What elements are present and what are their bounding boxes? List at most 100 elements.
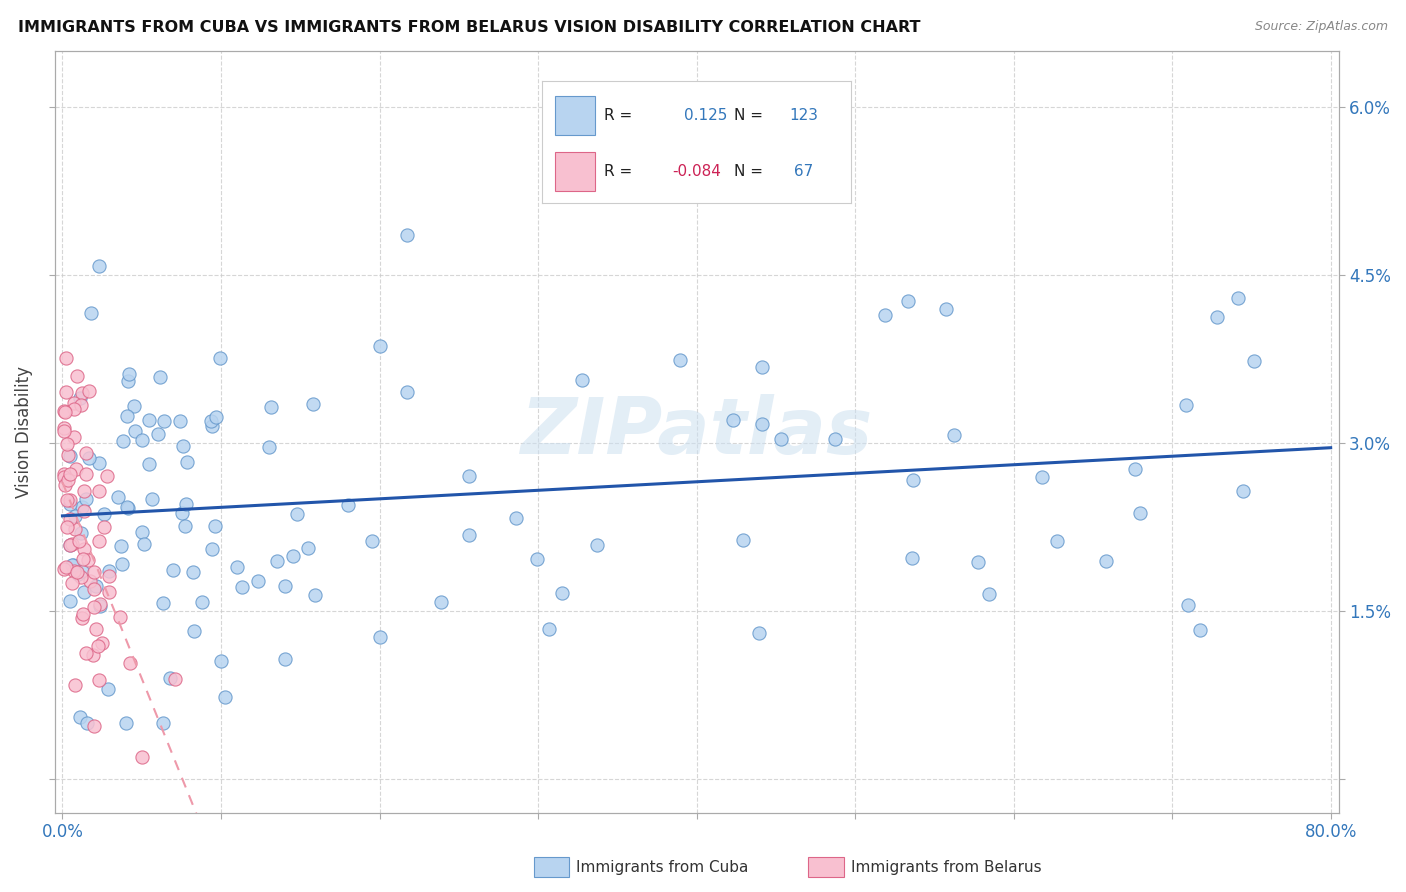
Point xyxy=(131,525,153,540)
Point xyxy=(1206,310,1229,324)
Point xyxy=(336,498,359,512)
Point xyxy=(122,400,145,414)
Point xyxy=(60,558,83,573)
Point xyxy=(173,519,195,533)
Point xyxy=(274,579,297,593)
Point xyxy=(65,462,87,476)
Point xyxy=(55,492,77,507)
Point xyxy=(111,557,134,571)
Point xyxy=(873,308,896,322)
Point xyxy=(107,490,129,504)
Point xyxy=(1227,292,1250,306)
Point xyxy=(56,520,79,534)
Point xyxy=(120,656,142,670)
Y-axis label: Vision Disability: Vision Disability xyxy=(15,366,32,498)
Point xyxy=(901,474,924,488)
Point xyxy=(138,413,160,427)
Point xyxy=(169,414,191,428)
Point xyxy=(96,469,118,483)
Point xyxy=(84,579,107,593)
Point xyxy=(183,566,205,580)
Point xyxy=(89,483,111,498)
Point xyxy=(53,561,76,575)
Point xyxy=(75,491,97,506)
Text: IMMIGRANTS FROM CUBA VS IMMIGRANTS FROM BELARUS VISION DISABILITY CORRELATION CH: IMMIGRANTS FROM CUBA VS IMMIGRANTS FROM … xyxy=(18,20,921,35)
Point xyxy=(225,560,247,574)
Point xyxy=(79,574,101,588)
Point xyxy=(260,400,283,414)
Point xyxy=(152,716,174,731)
Point xyxy=(70,564,93,578)
Point xyxy=(80,306,103,320)
Point xyxy=(110,539,132,553)
Point xyxy=(69,570,91,584)
Point xyxy=(149,369,172,384)
Point xyxy=(201,542,224,557)
Point xyxy=(69,391,91,405)
Point xyxy=(458,528,481,542)
Point xyxy=(83,599,105,614)
Point xyxy=(1232,483,1254,498)
Point xyxy=(247,574,270,588)
Point xyxy=(53,424,76,438)
Point xyxy=(943,427,966,442)
Point xyxy=(281,549,304,563)
Point xyxy=(87,639,110,653)
Point xyxy=(55,385,77,400)
Point xyxy=(117,501,139,516)
Point xyxy=(458,468,481,483)
Point xyxy=(395,384,418,399)
Point xyxy=(551,586,574,600)
Point xyxy=(63,395,86,409)
Point xyxy=(1188,623,1211,637)
Point xyxy=(69,710,91,724)
Point xyxy=(979,587,1001,601)
Point xyxy=(67,533,90,548)
Point xyxy=(96,681,118,696)
Point xyxy=(118,368,141,382)
Point xyxy=(59,593,82,607)
Point xyxy=(131,433,153,447)
Point xyxy=(176,497,198,511)
Point xyxy=(53,467,76,482)
Point xyxy=(138,457,160,471)
Point xyxy=(395,227,418,242)
Point xyxy=(63,678,86,692)
Point xyxy=(55,351,77,365)
Point xyxy=(76,553,98,567)
Point xyxy=(1123,462,1146,476)
Point xyxy=(721,413,744,427)
Point xyxy=(87,259,110,273)
Point xyxy=(76,716,98,731)
Point xyxy=(824,432,846,446)
Text: Immigrants from Cuba: Immigrants from Cuba xyxy=(576,860,749,874)
Point xyxy=(89,597,111,611)
Point xyxy=(63,522,86,536)
Point xyxy=(1031,470,1053,484)
Point xyxy=(571,374,593,388)
Point xyxy=(98,585,121,599)
Point xyxy=(77,384,100,398)
Point xyxy=(63,429,86,443)
Point xyxy=(55,560,77,574)
Point xyxy=(66,565,89,579)
Point xyxy=(59,512,82,526)
Point xyxy=(117,409,139,423)
Point xyxy=(65,509,87,524)
Point xyxy=(505,511,527,525)
Point xyxy=(302,397,325,411)
Point xyxy=(731,533,754,547)
Point xyxy=(70,397,93,411)
Point xyxy=(83,565,105,579)
Point xyxy=(56,449,79,463)
Point xyxy=(73,585,96,599)
Point xyxy=(59,467,82,482)
Point xyxy=(669,352,692,367)
Point xyxy=(66,566,89,581)
Point xyxy=(204,518,226,533)
Point xyxy=(1046,534,1069,549)
Point xyxy=(967,555,990,569)
Text: Source: ZipAtlas.com: Source: ZipAtlas.com xyxy=(1254,20,1388,33)
Point xyxy=(53,470,76,484)
Point xyxy=(368,630,391,644)
